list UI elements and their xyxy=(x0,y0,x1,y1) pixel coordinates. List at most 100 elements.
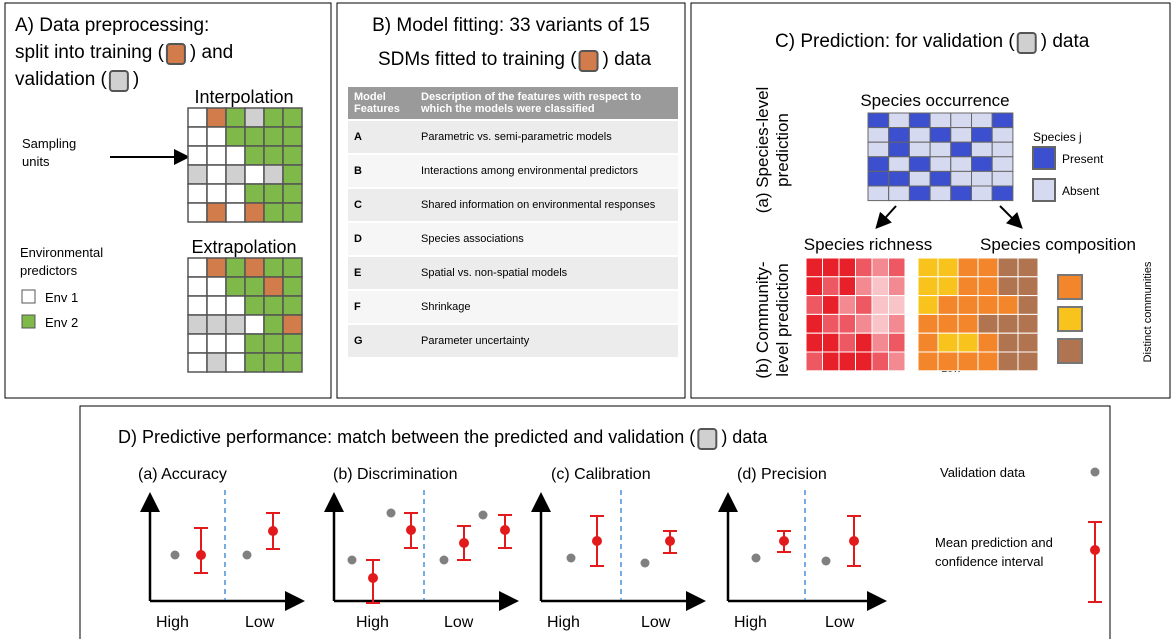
occurrence-cell xyxy=(888,156,910,172)
grid-cell xyxy=(206,202,227,223)
label: units xyxy=(22,154,50,169)
prediction-point xyxy=(268,526,278,536)
occurrence-cell xyxy=(867,112,890,129)
occurrence-cell xyxy=(971,141,993,158)
composition-cell xyxy=(1017,332,1039,353)
richness-cell xyxy=(805,351,823,372)
grid-cell xyxy=(282,164,303,185)
prediction-point xyxy=(849,536,859,546)
richness-cell xyxy=(822,332,840,353)
prediction-point xyxy=(406,525,416,535)
occurrence-cell xyxy=(908,156,931,172)
label: A) Data preprocessing: xyxy=(15,15,209,36)
occurrence-cell xyxy=(950,170,972,187)
richness-cell xyxy=(888,332,906,353)
occurrence-cell xyxy=(950,112,972,129)
richness-cell xyxy=(805,313,823,334)
label: (a) Species-level xyxy=(753,87,772,214)
validation-point xyxy=(386,508,396,518)
richness-cell xyxy=(805,332,823,353)
table-row: E Spatial vs. non-spatial models xyxy=(348,256,678,291)
composition-cell xyxy=(1017,257,1039,278)
table-cell: Parameter uncertainty xyxy=(415,324,678,359)
composition-cell xyxy=(977,332,999,353)
grid-cell xyxy=(187,107,208,128)
label: Species occurrence xyxy=(860,91,1009,110)
richness-cell xyxy=(838,313,856,334)
label: B) Model fitting: 33 variants of 15 xyxy=(372,15,650,36)
grid-cell xyxy=(187,257,208,278)
validation-point xyxy=(821,556,831,566)
grid-cell xyxy=(225,276,246,297)
label: Sampling xyxy=(22,136,76,151)
occurrence-cell xyxy=(971,127,993,143)
label: Env 1 xyxy=(45,290,78,305)
occurrence-cell xyxy=(950,185,972,202)
table-header: Description of the features with respect… xyxy=(415,87,678,121)
composition-cell xyxy=(1017,351,1039,372)
grid-cell xyxy=(263,202,284,223)
grid-cell xyxy=(244,202,265,223)
grid-cell xyxy=(206,314,227,335)
grid-cell xyxy=(225,183,246,204)
composition-cell xyxy=(937,276,959,297)
richness-cell xyxy=(822,276,840,297)
panel-a-box xyxy=(4,2,332,399)
composition-cell xyxy=(977,276,999,297)
label: split into training ( xyxy=(15,42,165,63)
community-swatch xyxy=(1057,306,1083,332)
occurrence-cell xyxy=(971,170,993,187)
grid-cell xyxy=(282,352,303,373)
grid-cell xyxy=(206,164,227,185)
label: (c) Calibration xyxy=(551,466,651,483)
label: Species composition xyxy=(980,235,1136,254)
composition-cell xyxy=(957,332,979,353)
label: (d) Precision xyxy=(737,466,827,483)
grid-cell xyxy=(187,164,208,185)
label: Extrapolation xyxy=(191,237,296,257)
richness-cell xyxy=(838,295,856,315)
grid-cell xyxy=(244,295,265,316)
swatch xyxy=(165,43,186,65)
occurrence-cell xyxy=(908,112,931,129)
grid-cell xyxy=(263,333,284,354)
occurrence-cell xyxy=(929,141,952,158)
composition-cell xyxy=(1017,276,1039,297)
prediction-point xyxy=(665,536,675,546)
label: SDMs fitted to training ( xyxy=(378,49,577,70)
grid-cell xyxy=(263,276,284,297)
grid-cell xyxy=(225,295,246,316)
richness-cell xyxy=(855,351,873,372)
occurrence-cell xyxy=(867,127,890,143)
grid-cell xyxy=(244,333,265,354)
table-cell: D xyxy=(348,222,415,257)
table-cell: F xyxy=(348,290,415,325)
label: Absent xyxy=(1062,184,1100,198)
validation-point xyxy=(640,558,650,568)
validation-point xyxy=(751,553,761,563)
grid-cell xyxy=(282,295,303,316)
label: ) xyxy=(133,69,139,90)
grid-cell xyxy=(282,145,303,166)
grid-cell xyxy=(206,276,227,297)
occurrence-cell xyxy=(991,112,1014,129)
grid-cell xyxy=(225,257,246,278)
occurrence-cell xyxy=(929,156,952,172)
composition-cell xyxy=(917,313,939,334)
label: Species j xyxy=(1033,130,1082,144)
grid-cell xyxy=(244,107,265,128)
label: Validation data xyxy=(940,465,1026,480)
env1-swatch xyxy=(21,289,36,304)
richness-cell xyxy=(855,313,873,334)
panel-c-box xyxy=(690,2,1171,399)
occurrence-cell xyxy=(888,141,910,158)
occurrence-cell xyxy=(991,127,1014,143)
label: ) data xyxy=(1041,31,1090,52)
table-cell: A xyxy=(348,120,415,155)
table-row: D Species associations xyxy=(348,222,678,257)
community-swatch xyxy=(1057,274,1083,300)
richness-cell xyxy=(871,351,889,372)
grid-cell xyxy=(206,183,227,204)
occurrence-cell xyxy=(867,185,890,202)
